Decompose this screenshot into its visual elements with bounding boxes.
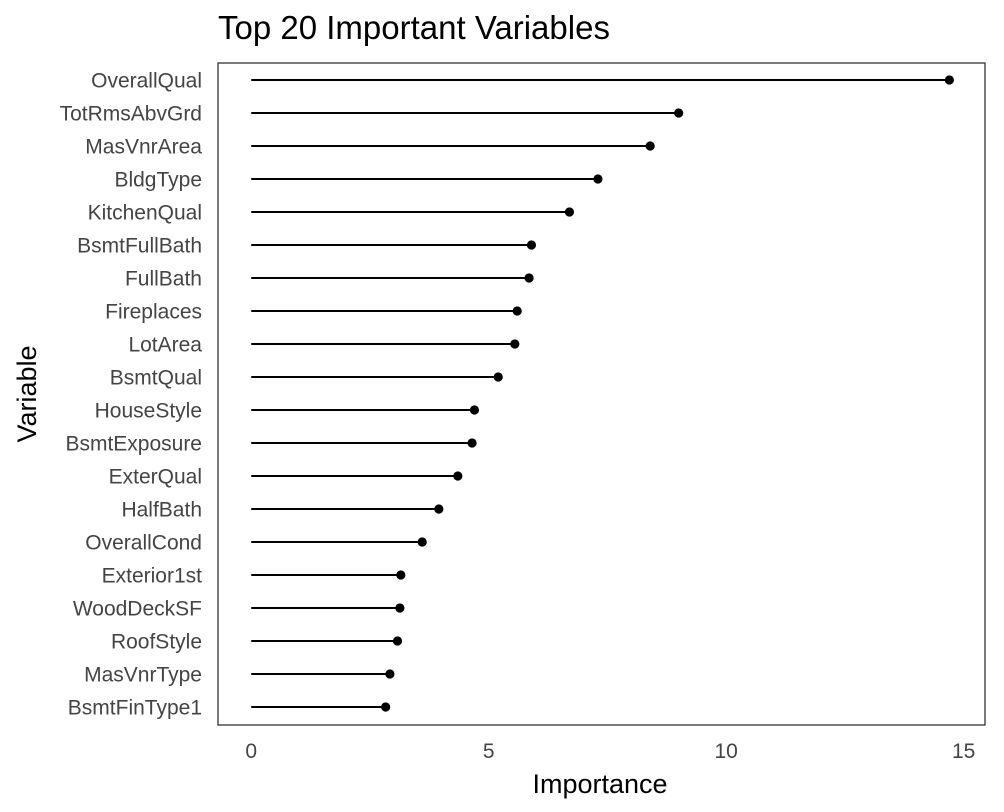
- y-tick-label: BsmtFullBath: [77, 235, 202, 258]
- y-tick-label: ExterQual: [109, 466, 202, 489]
- y-tick-label: BsmtFinType1: [68, 697, 202, 720]
- point-RoofStyle: [392, 636, 403, 646]
- point-BldgType: [593, 174, 603, 184]
- y-tick-label: BsmtQual: [110, 367, 202, 390]
- y-tick-label: Exterior1st: [102, 565, 203, 588]
- y-tick-label: Fireplaces: [105, 301, 202, 324]
- y-tick-label: TotRmsAbvGrd: [60, 103, 202, 126]
- x-tick-labels: 0 5 10 15: [245, 740, 975, 763]
- y-axis-title: Variable: [12, 345, 42, 442]
- point-BsmtFullBath: [526, 240, 537, 250]
- y-tick-label: OverallQual: [91, 70, 202, 93]
- point-BsmtFinType1: [381, 702, 391, 712]
- point-HouseStyle: [469, 405, 480, 415]
- chart-title: Top 20 Important Variables: [218, 9, 610, 46]
- point-Fireplaces: [512, 306, 522, 316]
- x-tick-label: 0: [245, 740, 257, 763]
- point-OverallQual: [944, 75, 954, 85]
- x-tick-label: 15: [952, 740, 975, 763]
- y-tick-label: HouseStyle: [95, 400, 202, 423]
- y-tick-label: BsmtExposure: [65, 433, 202, 456]
- point-HalfBath: [434, 504, 444, 514]
- plot-panel: [217, 62, 986, 726]
- point-BsmtExposure: [467, 438, 477, 448]
- y-tick-label: MasVnrArea: [85, 136, 202, 159]
- point-Exterior1st: [396, 570, 406, 580]
- point-WoodDeckSF: [395, 603, 405, 613]
- point-LotArea: [510, 339, 520, 349]
- y-tick-label: OverallCond: [85, 532, 202, 555]
- y-tick-label: WoodDeckSF: [73, 598, 202, 621]
- y-tick-label: HalfBath: [121, 499, 202, 522]
- point-MasVnrArea: [645, 141, 655, 151]
- point-TotRmsAbvGrd: [674, 108, 684, 118]
- stem-group: [251, 79, 950, 708]
- y-tick-label: BldgType: [114, 169, 202, 192]
- x-tick-label: 5: [483, 740, 495, 763]
- x-axis-title: Importance: [532, 769, 667, 799]
- y-tick-label: FullBath: [125, 268, 202, 291]
- point-OverallCond: [417, 537, 427, 547]
- y-tick-labels: OverallQual TotRmsAbvGrd MasVnrArea BldgTyp…: [60, 70, 203, 720]
- point-KitchenQual: [564, 207, 575, 217]
- point-FullBath: [524, 273, 534, 283]
- point-ExterQual: [453, 471, 463, 481]
- x-tick-label: 10: [714, 740, 737, 763]
- y-tick-label: LotArea: [128, 334, 202, 357]
- point-group: [381, 75, 954, 712]
- point-BsmtQual: [493, 372, 503, 382]
- y-tick-label: MasVnrType: [84, 664, 202, 687]
- y-tick-label: RoofStyle: [111, 631, 202, 654]
- y-tick-label: KitchenQual: [88, 202, 202, 225]
- point-MasVnrType: [385, 669, 395, 679]
